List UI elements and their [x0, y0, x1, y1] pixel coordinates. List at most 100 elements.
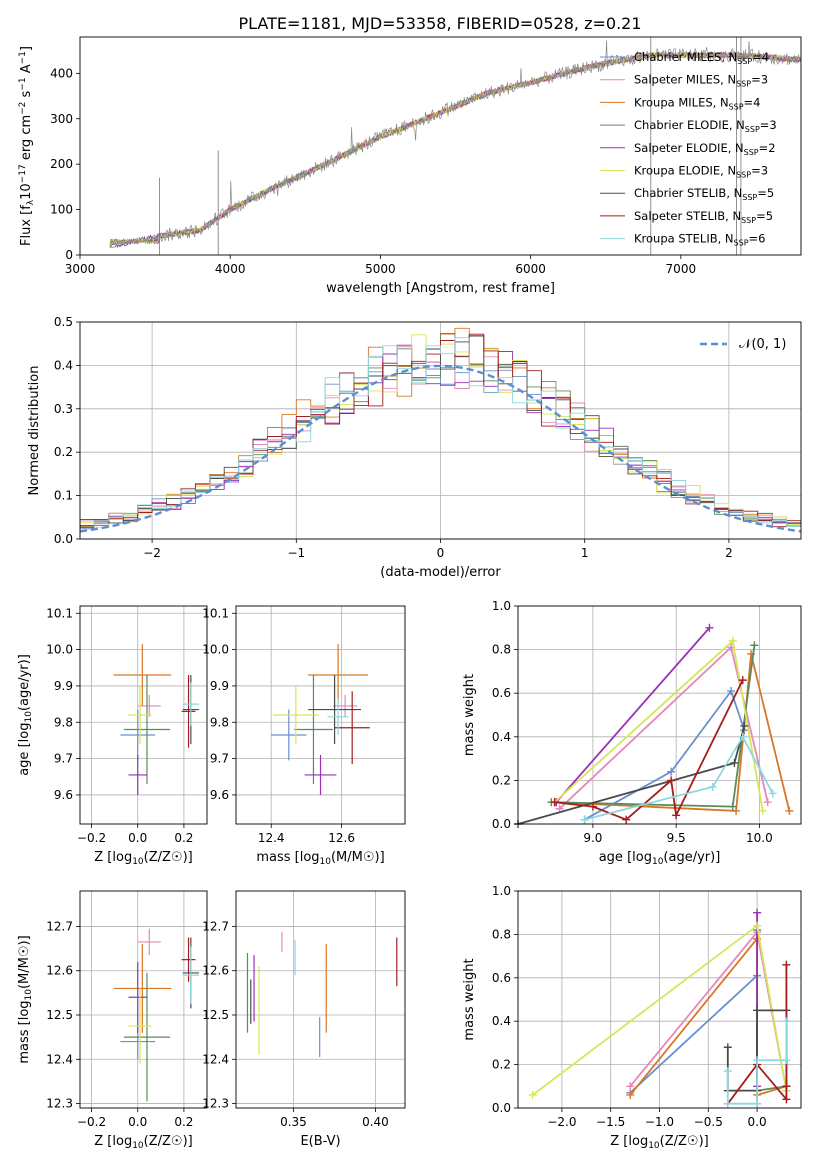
y-tick-label: 12.5 — [46, 1008, 73, 1022]
panel-spectrum: 3000 4000 5000 6000 7000 0 100 200 300 400 wavelen… — [18, 36, 802, 296]
x-tick-label: −0.5 — [694, 1115, 723, 1129]
marker-kroupa-stelib — [782, 1056, 791, 1065]
legend-label-salpeter-elodie: Salpeter ELODIE, NSSP=2 — [634, 141, 776, 157]
y-tick-label: 12.4 — [202, 1052, 229, 1066]
marker-chabrier-stelib — [740, 721, 749, 730]
panel-mass-vs-Z: −0.2 0.0 0.2 12.3 12.4 12.5 12.6 12.7 Z [log10(Z… — [17, 890, 208, 1151]
y-tick-label: 400 — [50, 66, 73, 80]
y-tick-label: 0.0 — [492, 1101, 511, 1115]
histogram-chabrier-stelib — [80, 335, 801, 524]
x-tick-label: 12.4 — [258, 831, 285, 845]
axes-frame — [79, 890, 208, 1109]
marker-kroupa-stelib — [768, 789, 777, 798]
series-line-kroupa-elodie — [553, 639, 764, 812]
y-tick-label: 0.3 — [54, 402, 73, 416]
normal-curve — [79, 364, 802, 533]
x-tick-label: 3000 — [65, 262, 96, 276]
y-tick-label: 10.0 — [46, 643, 73, 657]
x-axis-label: Z [log10(Z/Z☉)] — [94, 1134, 192, 1151]
plot-area — [109, 37, 801, 255]
y-tick-label: 0.6 — [492, 686, 511, 700]
y-tick-label: 12.7 — [46, 919, 73, 933]
x-axis-label: Z [log10(Z/Z☉)] — [610, 1134, 708, 1151]
marker-chabrier-miles — [667, 767, 676, 776]
legend: Chabrier MILES, NSSP=4 Salpeter MILES, NS… — [600, 50, 777, 248]
y-axis-label: mass [log10(M/M☉)] — [17, 935, 34, 1063]
plot-area — [528, 908, 791, 1108]
axes-frame — [517, 605, 802, 825]
y-tick-label: 0.0 — [54, 532, 73, 546]
y-tick-label: 10.1 — [46, 606, 73, 620]
panel-residuals: −2 −1 0 1 2 0.0 0.1 0.2 0.3 0.4 0.5 𝒩(0, 1) (data-mo… — [27, 315, 802, 580]
y-tick-label: 9.9 — [210, 679, 229, 693]
axes-frame — [235, 605, 406, 825]
marker-kroupa-elodie — [753, 921, 762, 930]
x-tick-label: −2.0 — [547, 1115, 576, 1129]
marker-salpeter-stelib — [782, 1095, 791, 1104]
marker-salpeter-stelib — [667, 776, 676, 785]
marker-kroupa-stelib — [580, 815, 589, 824]
x-tick-label: 0.35 — [280, 1115, 307, 1129]
y-tick-label: 200 — [50, 157, 73, 171]
marker-salpeter-stelib — [738, 676, 747, 685]
x-tick-label: 6000 — [515, 262, 546, 276]
x-tick-label: 9.5 — [667, 831, 686, 845]
y-axis-label: mass weight — [462, 674, 477, 756]
marker-salpeter-stelib — [782, 960, 791, 969]
marker-salpeter-miles — [763, 798, 772, 807]
x-tick-label: 0.0 — [128, 1115, 147, 1129]
y-tick-label: 0.4 — [492, 1014, 511, 1028]
series-line-chabrier-miles — [629, 973, 758, 1104]
x-tick-label: 0 — [437, 546, 445, 560]
plot-area — [113, 928, 199, 1102]
y-tick-label: 1.0 — [492, 884, 511, 898]
x-tick-label: 1 — [581, 546, 589, 560]
x-tick-label: 0.40 — [362, 1115, 389, 1129]
histogram-kroupa-stelib — [80, 337, 801, 530]
x-axis-label: Z [log10(Z/Z☉)] — [94, 850, 192, 867]
marker-salpeter-stelib — [550, 798, 559, 807]
y-tick-label: 0.8 — [492, 643, 511, 657]
y-tick-label: 0.2 — [54, 445, 73, 459]
marker-chabrier-stelib — [723, 1043, 732, 1052]
x-tick-label: 0.2 — [174, 831, 193, 845]
x-tick-label: 4000 — [215, 262, 246, 276]
x-axis-label: mass [log10(M/M☉)] — [256, 850, 384, 867]
x-tick-label: −0.2 — [77, 1115, 106, 1129]
y-tick-label: 9.6 — [54, 788, 73, 802]
panel-mass-vs-EBV: 0.35 0.40 12.3 12.4 12.5 12.6 12.7 E(B-V) — [202, 890, 406, 1149]
y-tick-label: 9.7 — [210, 752, 229, 766]
marker-chabrier-elodie — [728, 802, 737, 811]
x-tick-label: −0.2 — [77, 831, 106, 845]
marker-kroupa-stelib — [723, 1067, 732, 1076]
y-tick-label: 0.4 — [54, 358, 73, 372]
y-tick-label: 12.6 — [202, 964, 229, 978]
y-tick-label: 0.5 — [54, 315, 73, 329]
x-tick-label: −2 — [143, 546, 161, 560]
y-tick-label: 0.6 — [492, 971, 511, 985]
panel-massweight-vs-Z: −2.0 −1.5 −1.0 −0.5 0.0 0.0 0.2 0.4 0.6 0.8 1.0 Z [… — [462, 884, 802, 1151]
marker-kroupa-elodie — [728, 636, 737, 645]
marker-kroupa-stelib — [753, 1099, 762, 1108]
y-tick-label: 9.8 — [210, 715, 229, 729]
y-tick-label: 0.8 — [492, 927, 511, 941]
panel-age-vs-Z: −0.2 0.0 0.2 9.6 9.7 9.8 9.9 10.0 10.1 Z [log10(Z… — [17, 605, 208, 867]
x-tick-label: 10.0 — [746, 831, 773, 845]
plot-area — [514, 623, 794, 828]
marker-kroupa-elodie — [758, 806, 767, 815]
x-tick-label: 0.0 — [748, 1115, 767, 1129]
legend-label-kroupa-elodie: Kroupa ELODIE, NSSP=3 — [634, 164, 768, 180]
x-tick-label: 12.6 — [328, 831, 355, 845]
marker-kroupa-stelib — [738, 732, 747, 741]
x-tick-label: 0.2 — [174, 1115, 193, 1129]
marker-salpeter-elodie — [753, 908, 762, 917]
marker-kroupa-elodie — [528, 1090, 537, 1099]
marker-salpeter-stelib — [782, 1082, 791, 1091]
y-tick-label: 0.1 — [54, 489, 73, 503]
axes-frame — [79, 36, 802, 256]
y-tick-label: 12.3 — [202, 1097, 229, 1111]
x-tick-label: 7000 — [666, 262, 697, 276]
panel-age-vs-mass: 12.4 12.6 9.6 9.7 9.8 9.9 10.0 10.1 mass [log10(… — [202, 605, 406, 867]
legend-label-chabrier-elodie: Chabrier ELODIE, NSSP=3 — [634, 118, 777, 134]
